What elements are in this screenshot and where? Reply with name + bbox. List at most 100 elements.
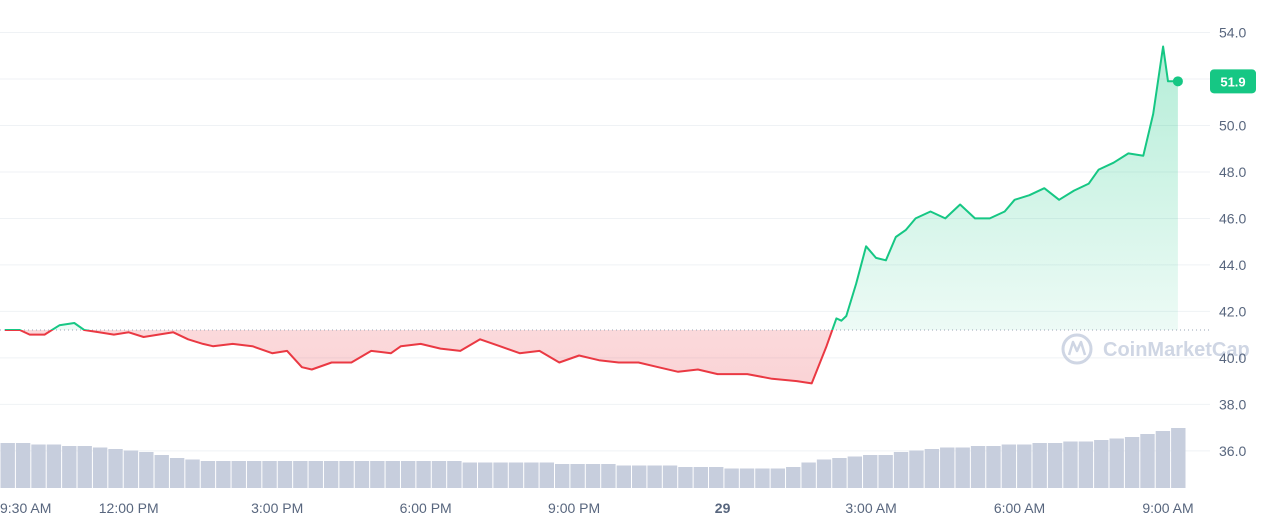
volume-bar — [185, 459, 200, 488]
volume-bar — [1017, 444, 1032, 488]
y-tick-label: 54.0 — [1219, 25, 1246, 41]
price-line-down — [5, 329, 834, 385]
volume-bar — [92, 447, 108, 488]
volume-bar — [15, 443, 31, 488]
volume-bars — [0, 428, 1186, 488]
volume-bar — [1047, 443, 1063, 488]
volume-bar — [678, 467, 693, 488]
volume-bar — [477, 462, 493, 488]
volume-bar — [462, 462, 477, 488]
volume-bar — [169, 458, 185, 488]
current-price-label: 51.9 — [1220, 74, 1245, 89]
price-areas — [5, 46, 1178, 384]
price-lines — [5, 45, 1178, 385]
x-tick-label: 29 — [715, 500, 731, 516]
volume-bar — [970, 446, 986, 488]
volume-bar — [1078, 441, 1094, 488]
volume-bar — [1032, 443, 1047, 488]
grid-lines — [0, 32, 1210, 452]
volume-bar — [1155, 431, 1171, 488]
volume-bar — [524, 462, 539, 488]
volume-bar — [1094, 440, 1109, 488]
volume-bar — [616, 465, 632, 488]
volume-bar — [709, 467, 724, 488]
price-area-up — [51, 46, 1178, 330]
volume-bar — [909, 450, 924, 488]
price-line-up — [5, 45, 1178, 330]
volume-bar — [632, 465, 647, 488]
volume-bar — [123, 450, 139, 488]
volume-bar — [724, 468, 739, 488]
volume-bar — [262, 461, 277, 488]
current-price-badge — [1210, 69, 1256, 94]
volume-bar — [786, 467, 801, 488]
volume-bar — [554, 464, 570, 488]
volume-bar — [339, 461, 354, 488]
volume-bar — [416, 461, 431, 488]
volume-bar — [447, 461, 462, 488]
volume-bar — [0, 443, 15, 488]
volume-bar — [154, 455, 169, 488]
volume-bar — [847, 456, 863, 488]
volume-bar — [1171, 428, 1186, 488]
volume-bar — [863, 455, 878, 488]
volume-bar — [354, 461, 370, 488]
volume-bar — [585, 464, 601, 488]
volume-bar — [77, 446, 92, 488]
volume-bar — [62, 446, 77, 488]
volume-bar — [108, 449, 123, 488]
volume-bar — [924, 449, 940, 488]
y-axis: 36.0 38.0 40.0 42.0 44.0 46.0 48.0 50.0 54.0 — [1219, 25, 1246, 459]
price-area-down — [5, 329, 1178, 384]
watermark-text: CoinMarketCap — [1103, 339, 1250, 361]
volume-bar — [816, 459, 832, 488]
x-tick-label: 9:00 PM — [548, 500, 600, 516]
x-tick-label: 9:30 AM — [0, 500, 51, 516]
y-tick-label: 46.0 — [1219, 210, 1246, 226]
volume-bar — [1109, 438, 1124, 488]
volume-bar — [508, 462, 524, 488]
volume-bar — [493, 462, 508, 488]
volume-bar — [986, 446, 1001, 488]
current-price-marker: 51.9 — [1172, 69, 1256, 94]
y-tick-label: 36.0 — [1219, 443, 1246, 459]
x-axis: 9:30 AM 12:00 PM 3:00 PM 6:00 PM 9:00 PM 29 3:… — [0, 500, 1194, 516]
volume-bar — [308, 461, 323, 488]
volume-bar — [246, 461, 262, 488]
volume-bar — [601, 464, 616, 488]
x-tick-label: 12:00 PM — [99, 500, 159, 516]
volume-bar — [693, 467, 709, 488]
x-tick-label: 6:00 AM — [994, 500, 1045, 516]
volume-bar — [570, 464, 585, 488]
volume-bar — [770, 468, 786, 488]
volume-bar — [1001, 444, 1017, 488]
volume-bar — [370, 461, 385, 488]
volume-bar — [31, 444, 46, 488]
volume-bar — [323, 461, 339, 488]
volume-bar — [277, 461, 293, 488]
volume-bar — [1124, 437, 1140, 488]
volume-bar — [955, 447, 970, 488]
volume-bar — [400, 461, 416, 488]
volume-bar — [878, 455, 893, 488]
volume-bar — [539, 462, 554, 488]
x-tick-label: 6:00 PM — [400, 500, 452, 516]
volume-bar — [139, 452, 154, 488]
y-tick-label: 48.0 — [1219, 164, 1246, 180]
coinmarketcap-watermark: CoinMarketCap — [1061, 333, 1250, 365]
volume-bar — [385, 461, 400, 488]
volume-bar — [832, 458, 847, 488]
volume-bar — [46, 444, 62, 488]
volume-bar — [200, 461, 216, 488]
volume-bar — [216, 461, 231, 488]
volume-bar — [662, 465, 678, 488]
volume-bar — [755, 468, 770, 488]
volume-bar — [1140, 434, 1155, 488]
volume-bar — [893, 452, 909, 488]
y-tick-label: 38.0 — [1219, 396, 1246, 412]
volume-bar — [293, 461, 308, 488]
x-tick-label: 3:00 PM — [251, 500, 303, 516]
y-tick-label: 50.0 — [1219, 117, 1246, 133]
volume-bar — [231, 461, 246, 488]
